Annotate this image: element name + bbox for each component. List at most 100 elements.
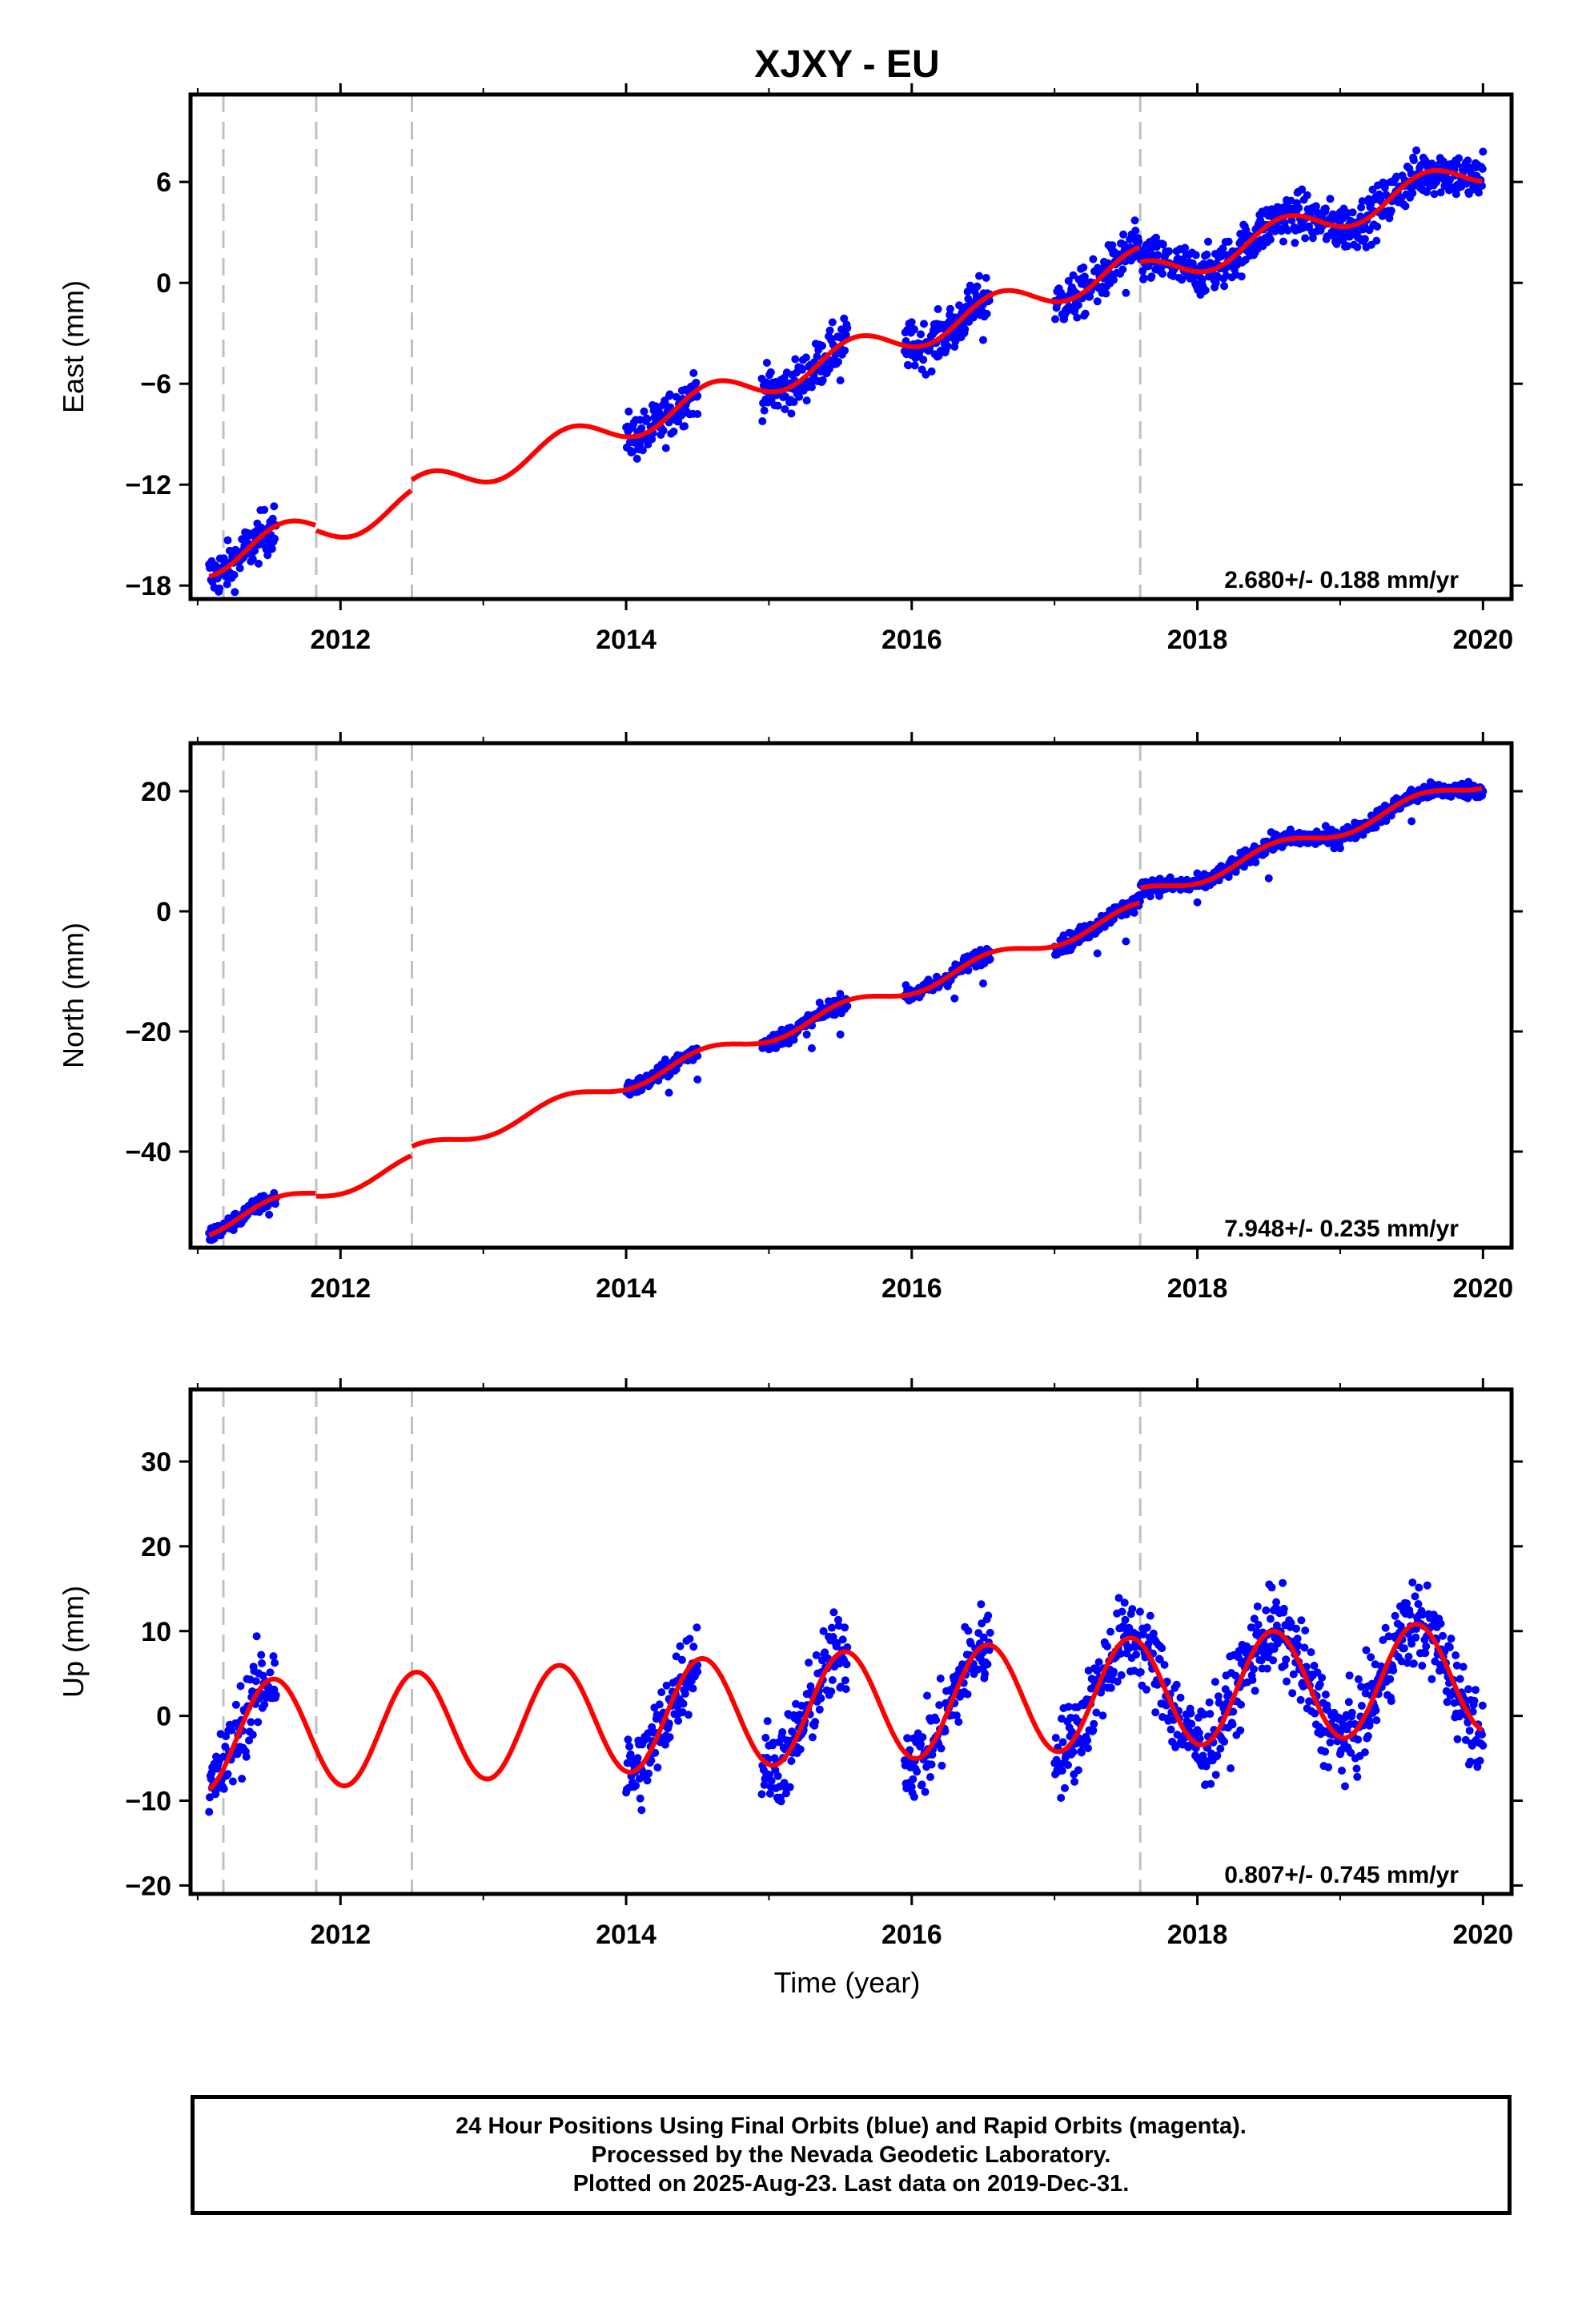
data-point (1423, 187, 1431, 196)
data-point (1305, 1697, 1314, 1706)
data-point (773, 1771, 782, 1780)
data-point (1421, 1649, 1430, 1658)
data-point (1348, 208, 1357, 217)
data-point (828, 318, 837, 327)
data-point (1191, 251, 1200, 259)
data-point (1193, 1754, 1202, 1763)
data-point (1295, 203, 1303, 212)
data-point (1116, 1650, 1125, 1658)
data-point (1211, 1678, 1219, 1687)
data-point (779, 1039, 788, 1047)
data-point (1129, 253, 1138, 262)
data-point (1064, 276, 1073, 285)
data-point (1229, 1707, 1238, 1716)
data-point (693, 1076, 702, 1084)
data-point (796, 1745, 805, 1754)
data-point (781, 405, 789, 413)
east-plot-frame (188, 92, 1514, 601)
data-point (235, 564, 244, 573)
data-point (950, 343, 959, 351)
data-point (841, 1623, 849, 1632)
data-point (659, 426, 668, 435)
data-point (653, 1763, 662, 1772)
data-point (665, 390, 674, 399)
data-point (1142, 1685, 1150, 1694)
data-point (1354, 1735, 1363, 1744)
data-point (1452, 1661, 1461, 1670)
data-point (1427, 1622, 1435, 1631)
data-point (1061, 1783, 1069, 1792)
data-point (1113, 1677, 1122, 1686)
data-point (1195, 1735, 1204, 1743)
data-point (932, 1716, 941, 1724)
data-point (927, 1760, 936, 1769)
data-point (648, 435, 656, 444)
data-point (1122, 288, 1130, 297)
data-point (1347, 1748, 1355, 1757)
data-point (231, 588, 239, 597)
data-point (802, 1030, 811, 1039)
data-point (829, 1608, 838, 1617)
panel-up: 2012 2014 2016 2018 2020 −20 −10 0 10 20 30 Up (mm)… (57, 1378, 1523, 1950)
data-point (934, 305, 942, 313)
data-point (1478, 164, 1487, 173)
data-point (1142, 1623, 1151, 1632)
data-point (1445, 1643, 1454, 1651)
data-point (1362, 1646, 1371, 1655)
data-point (1456, 1709, 1465, 1718)
x-tick-label: 2016 (881, 625, 942, 655)
data-point (1412, 146, 1421, 155)
data-point (1409, 1659, 1418, 1668)
data-point (1262, 1606, 1271, 1614)
x-tick-label: 2012 (310, 1920, 371, 1950)
data-point (1473, 1763, 1482, 1771)
data-point (1253, 1602, 1262, 1610)
data-point (258, 1659, 266, 1667)
east-model-line (207, 167, 1484, 579)
data-point (215, 584, 223, 593)
data-point (950, 994, 959, 1003)
data-point (1411, 1592, 1419, 1601)
data-point (632, 454, 641, 463)
data-point (1266, 1614, 1275, 1623)
data-point (1074, 1766, 1082, 1775)
data-point (1058, 1738, 1067, 1747)
data-point (760, 406, 769, 415)
data-point (1318, 1673, 1327, 1682)
data-point (811, 1718, 820, 1727)
data-point (904, 361, 913, 370)
data-point (1227, 1764, 1235, 1773)
data-point (758, 417, 767, 425)
x-tick-label: 2020 (1453, 1273, 1514, 1304)
data-point (936, 1675, 945, 1683)
data-point (1130, 908, 1138, 917)
data-point (1279, 1578, 1287, 1587)
data-point (757, 1790, 766, 1799)
data-point (255, 559, 263, 568)
data-point (1292, 1624, 1300, 1633)
data-point (825, 326, 834, 335)
chart-title: XJXY - EU (754, 43, 939, 86)
data-point (917, 330, 925, 339)
data-point (1106, 1627, 1114, 1636)
data-point (838, 1635, 847, 1644)
data-point (248, 555, 257, 563)
data-point (798, 365, 807, 374)
data-point (643, 1776, 652, 1785)
y-tick-label: 6 (156, 167, 171, 198)
data-point (805, 1659, 813, 1667)
data-point (1447, 1634, 1456, 1643)
data-point (1089, 1726, 1098, 1735)
data-point (1132, 1651, 1141, 1659)
data-point (1158, 1644, 1166, 1653)
north-y-axis-title: North (mm) (57, 923, 90, 1068)
y-tick-label: −6 (140, 369, 171, 400)
data-point (1408, 1578, 1417, 1587)
data-point (843, 324, 852, 332)
y-tick-label: −10 (125, 1787, 171, 1817)
data-point (1335, 208, 1344, 216)
data-point (1128, 1605, 1137, 1614)
data-point (1110, 275, 1118, 284)
data-point (1403, 1599, 1411, 1608)
